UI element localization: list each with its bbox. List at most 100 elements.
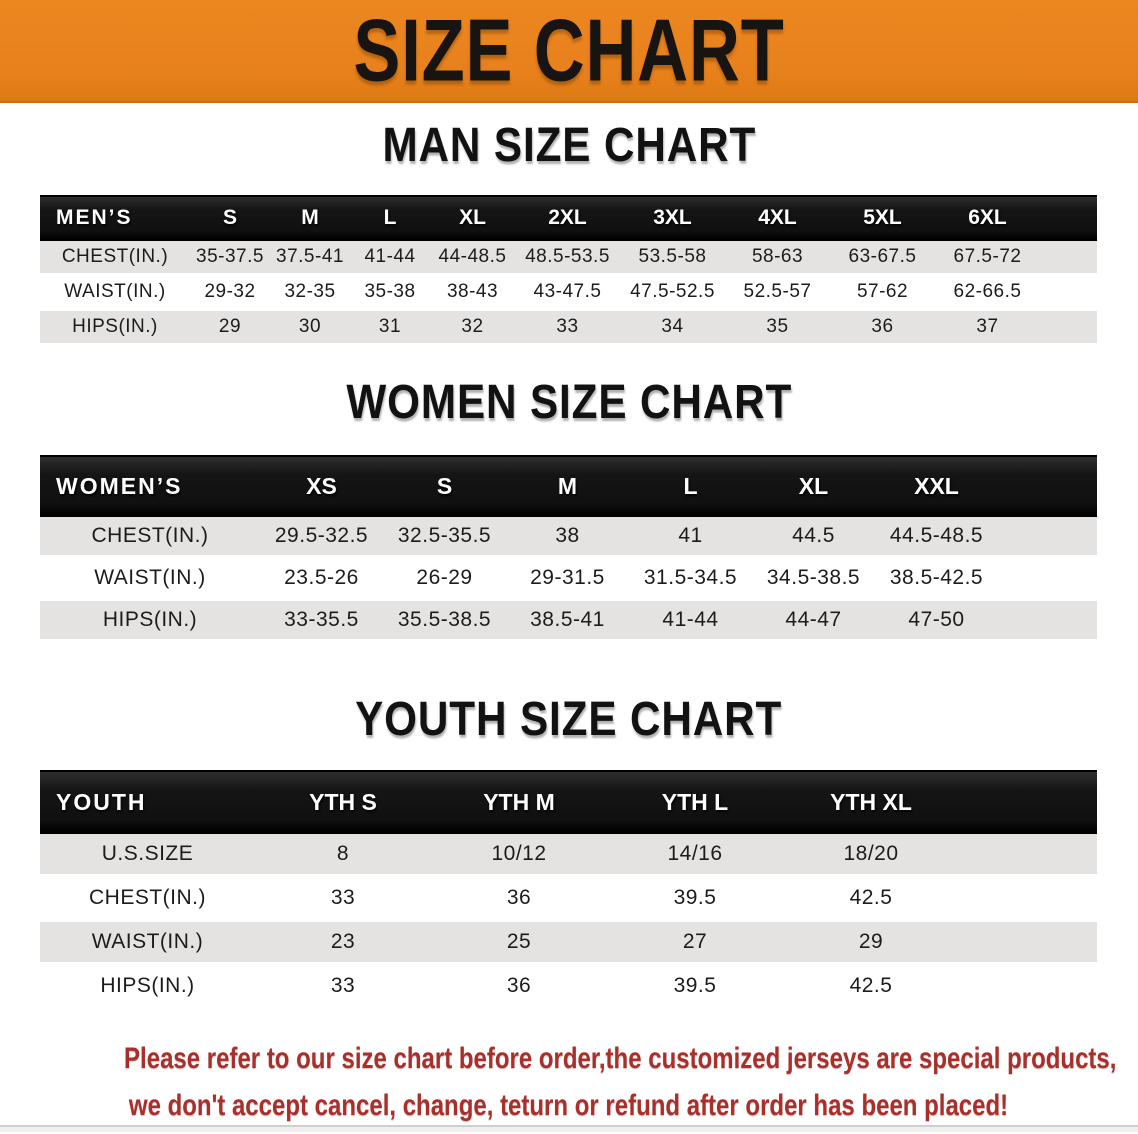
size-column-header: XL <box>752 455 875 517</box>
table-cell: 41-44 <box>350 241 430 276</box>
table-cell: 29 <box>783 922 959 966</box>
table-cell: 47.5-52.5 <box>620 276 725 311</box>
table-row: CHEST(IN.) 35-37.5 37.5-41 41-44 44-48.5 48.5… <box>40 241 1097 276</box>
row-label: WAIST(IN.) <box>40 276 190 311</box>
size-column-header: XS <box>260 455 383 517</box>
table-spacer-cell <box>959 922 1097 966</box>
youth-section-title: YOUTH SIZE CHART <box>0 693 1138 747</box>
disclaimer-line-2-text: we don't accept cancel, change, teturn o… <box>129 1089 1009 1122</box>
table-cell: 47-50 <box>875 601 998 643</box>
table-row: WAIST(IN.) 29-32 32-35 35-38 38-43 43-47.5 47.… <box>40 276 1097 311</box>
table-cell: 31 <box>350 311 430 346</box>
table-header-row: YOUTH YTH S YTH M YTH L YTH XL <box>40 770 1097 834</box>
table-cell: 31.5-34.5 <box>629 559 752 601</box>
table-row: WAIST(IN.) 23 25 27 29 <box>40 922 1097 966</box>
size-column-header: 4XL <box>725 195 830 241</box>
table-spacer-cell <box>1040 195 1097 241</box>
table-cell: 58-63 <box>725 241 830 276</box>
table-cell: 35 <box>725 311 830 346</box>
table-cell: 29.5-32.5 <box>260 517 383 559</box>
table-cell: 67.5-72 <box>935 241 1040 276</box>
table-cell: 53.5-58 <box>620 241 725 276</box>
table-cell: 23.5-26 <box>260 559 383 601</box>
table-cell: 30 <box>270 311 350 346</box>
table-cell: 27 <box>607 922 783 966</box>
row-label: HIPS(IN.) <box>40 311 190 346</box>
size-column-header: YTH XL <box>783 770 959 834</box>
table-cell: 32-35 <box>270 276 350 311</box>
table-cell: 52.5-57 <box>725 276 830 311</box>
table-spacer-cell <box>959 770 1097 834</box>
banner-title: SIZE CHART <box>353 1 785 100</box>
table-cell: 32.5-35.5 <box>383 517 506 559</box>
table-cell: 34.5-38.5 <box>752 559 875 601</box>
table-cell: 41 <box>629 517 752 559</box>
table-spacer-cell <box>1040 276 1097 311</box>
table-cell: 39.5 <box>607 966 783 1010</box>
table-spacer-cell <box>998 559 1097 601</box>
table-cell: 10/12 <box>431 834 607 878</box>
table-cell: 44-47 <box>752 601 875 643</box>
size-column-header: XL <box>430 195 515 241</box>
table-cell: 14/16 <box>607 834 783 878</box>
table-cell: 44-48.5 <box>430 241 515 276</box>
size-column-header: XXL <box>875 455 998 517</box>
table-cell: 48.5-53.5 <box>515 241 620 276</box>
table-spacer-cell <box>959 878 1097 922</box>
size-column-header: L <box>629 455 752 517</box>
womens-section-title-text: WOMEN SIZE CHART <box>346 376 792 429</box>
disclaimer-line-1: Please refer to our size chart before or… <box>0 1035 1138 1082</box>
table-spacer-cell <box>1040 241 1097 276</box>
table-cell: 38.5-42.5 <box>875 559 998 601</box>
table-cell: 42.5 <box>783 878 959 922</box>
disclaimer-line-2: we don't accept cancel, change, teturn o… <box>0 1082 1138 1129</box>
size-column-header: S <box>190 195 270 241</box>
size-column-header: YTH M <box>431 770 607 834</box>
table-cell: 34 <box>620 311 725 346</box>
table-row: HIPS(IN.) 33-35.5 35.5-38.5 38.5-41 41-44 44-… <box>40 601 1097 643</box>
table-cell: 25 <box>431 922 607 966</box>
table-cell: 32 <box>430 311 515 346</box>
table-cell: 36 <box>431 966 607 1010</box>
table-cell: 42.5 <box>783 966 959 1010</box>
disclaimer-line-1-text: Please refer to our size chart before or… <box>124 1042 1117 1075</box>
table-cell: 37.5-41 <box>270 241 350 276</box>
size-column-header: 5XL <box>830 195 935 241</box>
row-label: CHEST(IN.) <box>40 241 190 276</box>
table-spacer-cell <box>1040 311 1097 346</box>
row-label: WAIST(IN.) <box>40 559 260 601</box>
bottom-edge-strip <box>0 1125 1138 1132</box>
table-header-row: MEN’S S M L XL 2XL 3XL 4XL 5XL 6XL <box>40 195 1097 241</box>
table-cell: 63-67.5 <box>830 241 935 276</box>
table-cell: 33 <box>255 966 431 1010</box>
table-cell: 38 <box>506 517 629 559</box>
table-cell: 38-43 <box>430 276 515 311</box>
row-label: HIPS(IN.) <box>40 966 255 1010</box>
youth-section-title-text: YOUTH SIZE CHART <box>355 693 783 746</box>
size-column-header: L <box>350 195 430 241</box>
row-label: U.S.SIZE <box>40 834 255 878</box>
size-column-header: 2XL <box>515 195 620 241</box>
size-chart-banner: SIZE CHART <box>0 0 1138 103</box>
table-cell: 29-31.5 <box>506 559 629 601</box>
table-cell: 33-35.5 <box>260 601 383 643</box>
table-cell: 26-29 <box>383 559 506 601</box>
table-corner-label: YOUTH <box>40 770 255 834</box>
table-cell: 37 <box>935 311 1040 346</box>
row-label: CHEST(IN.) <box>40 878 255 922</box>
table-row: U.S.SIZE 8 10/12 14/16 18/20 <box>40 834 1097 878</box>
table-row: HIPS(IN.) 33 36 39.5 42.5 <box>40 966 1097 1010</box>
table-cell: 36 <box>830 311 935 346</box>
table-cell: 35-38 <box>350 276 430 311</box>
size-column-header: M <box>506 455 629 517</box>
table-cell: 36 <box>431 878 607 922</box>
table-corner-label: MEN’S <box>40 195 190 241</box>
youth-size-table: YOUTH YTH S YTH M YTH L YTH XL U.S.SIZE 8 10/12… <box>40 770 1097 1010</box>
table-row: HIPS(IN.) 29 30 31 32 33 34 35 36 37 <box>40 311 1097 346</box>
table-cell: 35-37.5 <box>190 241 270 276</box>
table-cell: 23 <box>255 922 431 966</box>
table-spacer-cell <box>998 455 1097 517</box>
disclaimer: Please refer to our size chart before or… <box>0 1035 1138 1129</box>
table-cell: 33 <box>515 311 620 346</box>
womens-section-title: WOMEN SIZE CHART <box>0 376 1138 430</box>
